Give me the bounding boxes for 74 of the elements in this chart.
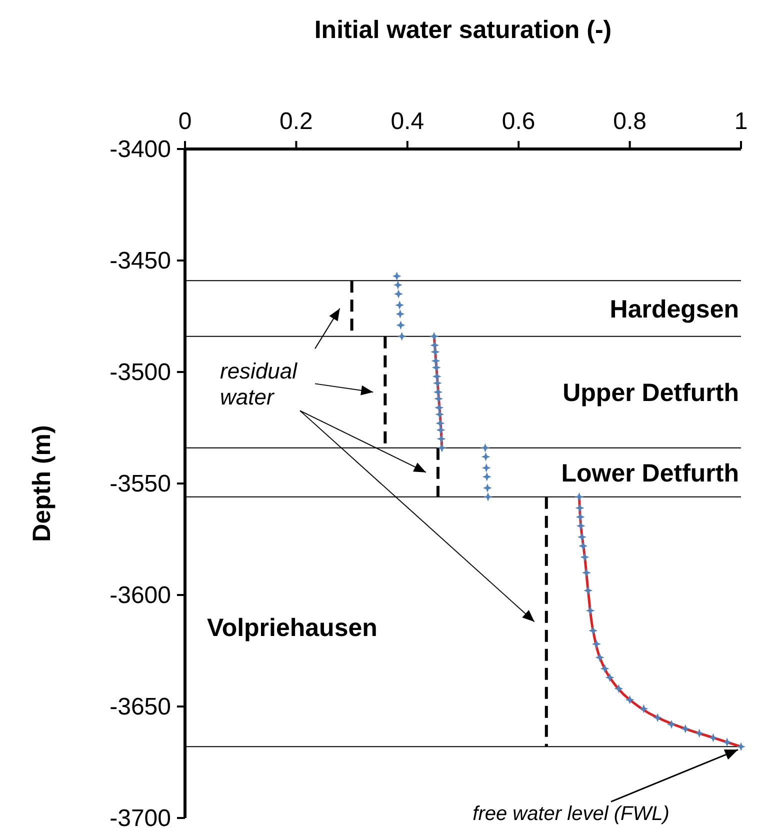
point — [584, 586, 593, 596]
point — [576, 521, 586, 530]
point — [614, 684, 624, 694]
x-tick-label: 0.4 — [390, 108, 424, 135]
point — [395, 300, 404, 310]
point — [396, 310, 405, 319]
point — [436, 434, 446, 444]
point — [437, 443, 446, 452]
point — [592, 640, 601, 649]
point — [430, 347, 440, 356]
point — [432, 378, 442, 388]
point — [580, 552, 590, 562]
y-tick-label: -3650 — [110, 694, 171, 720]
point — [625, 695, 634, 704]
point — [577, 532, 586, 542]
point — [396, 320, 406, 330]
y-tick-label: -3550 — [110, 470, 171, 498]
y-tick-label: -3400 — [110, 136, 171, 163]
point — [436, 418, 445, 428]
point — [432, 372, 442, 381]
point — [436, 425, 446, 434]
point — [639, 704, 648, 714]
point — [484, 492, 493, 502]
point — [588, 626, 598, 636]
point — [694, 728, 704, 738]
point — [736, 742, 746, 752]
point — [576, 512, 585, 522]
point — [394, 289, 404, 298]
point — [482, 463, 491, 472]
y-tick-label: -3500 — [110, 359, 171, 386]
point — [595, 652, 604, 662]
point — [586, 606, 595, 616]
point — [393, 280, 402, 290]
x-tick-label: 0.2 — [280, 108, 313, 135]
y-axis-title: Depth (m) — [28, 425, 56, 542]
x-tick-label: 0 — [178, 108, 192, 135]
point — [433, 388, 442, 397]
point — [578, 541, 588, 550]
x-axis-title: Initial water saturation (-) — [314, 16, 612, 44]
point — [397, 332, 406, 341]
point — [434, 403, 444, 412]
point — [667, 720, 676, 729]
point — [480, 443, 490, 452]
y-tick-label: -3600 — [110, 582, 171, 609]
point — [482, 483, 492, 492]
y-tick-label: -3450 — [110, 248, 171, 274]
point — [574, 492, 584, 502]
point — [430, 340, 440, 350]
point — [600, 664, 610, 674]
point — [722, 738, 732, 747]
ref-line-label: Lower Detfurth — [561, 459, 739, 488]
x-tick-label: 1 — [734, 108, 748, 135]
annotation: Volpriehausen — [207, 614, 378, 642]
ref-line-label: Hardegsen — [610, 295, 739, 324]
point — [392, 272, 402, 281]
point — [434, 394, 444, 404]
point — [708, 733, 718, 742]
point — [430, 332, 439, 341]
ref-line-label: Upper Detfurth — [562, 379, 739, 408]
point — [605, 673, 614, 682]
point — [575, 504, 584, 513]
point — [482, 472, 492, 482]
point — [481, 452, 490, 462]
annotation: residual water — [220, 358, 298, 410]
x-tick-label: 0.6 — [502, 108, 536, 135]
point — [653, 713, 662, 722]
point — [435, 410, 444, 419]
annotation: free water level (FWL) — [472, 803, 670, 825]
point — [680, 724, 690, 734]
x-tick-label: 0.8 — [613, 108, 646, 135]
point — [582, 568, 591, 578]
point — [432, 363, 441, 372]
y-tick-label: -3700 — [110, 805, 171, 832]
point — [431, 356, 440, 366]
